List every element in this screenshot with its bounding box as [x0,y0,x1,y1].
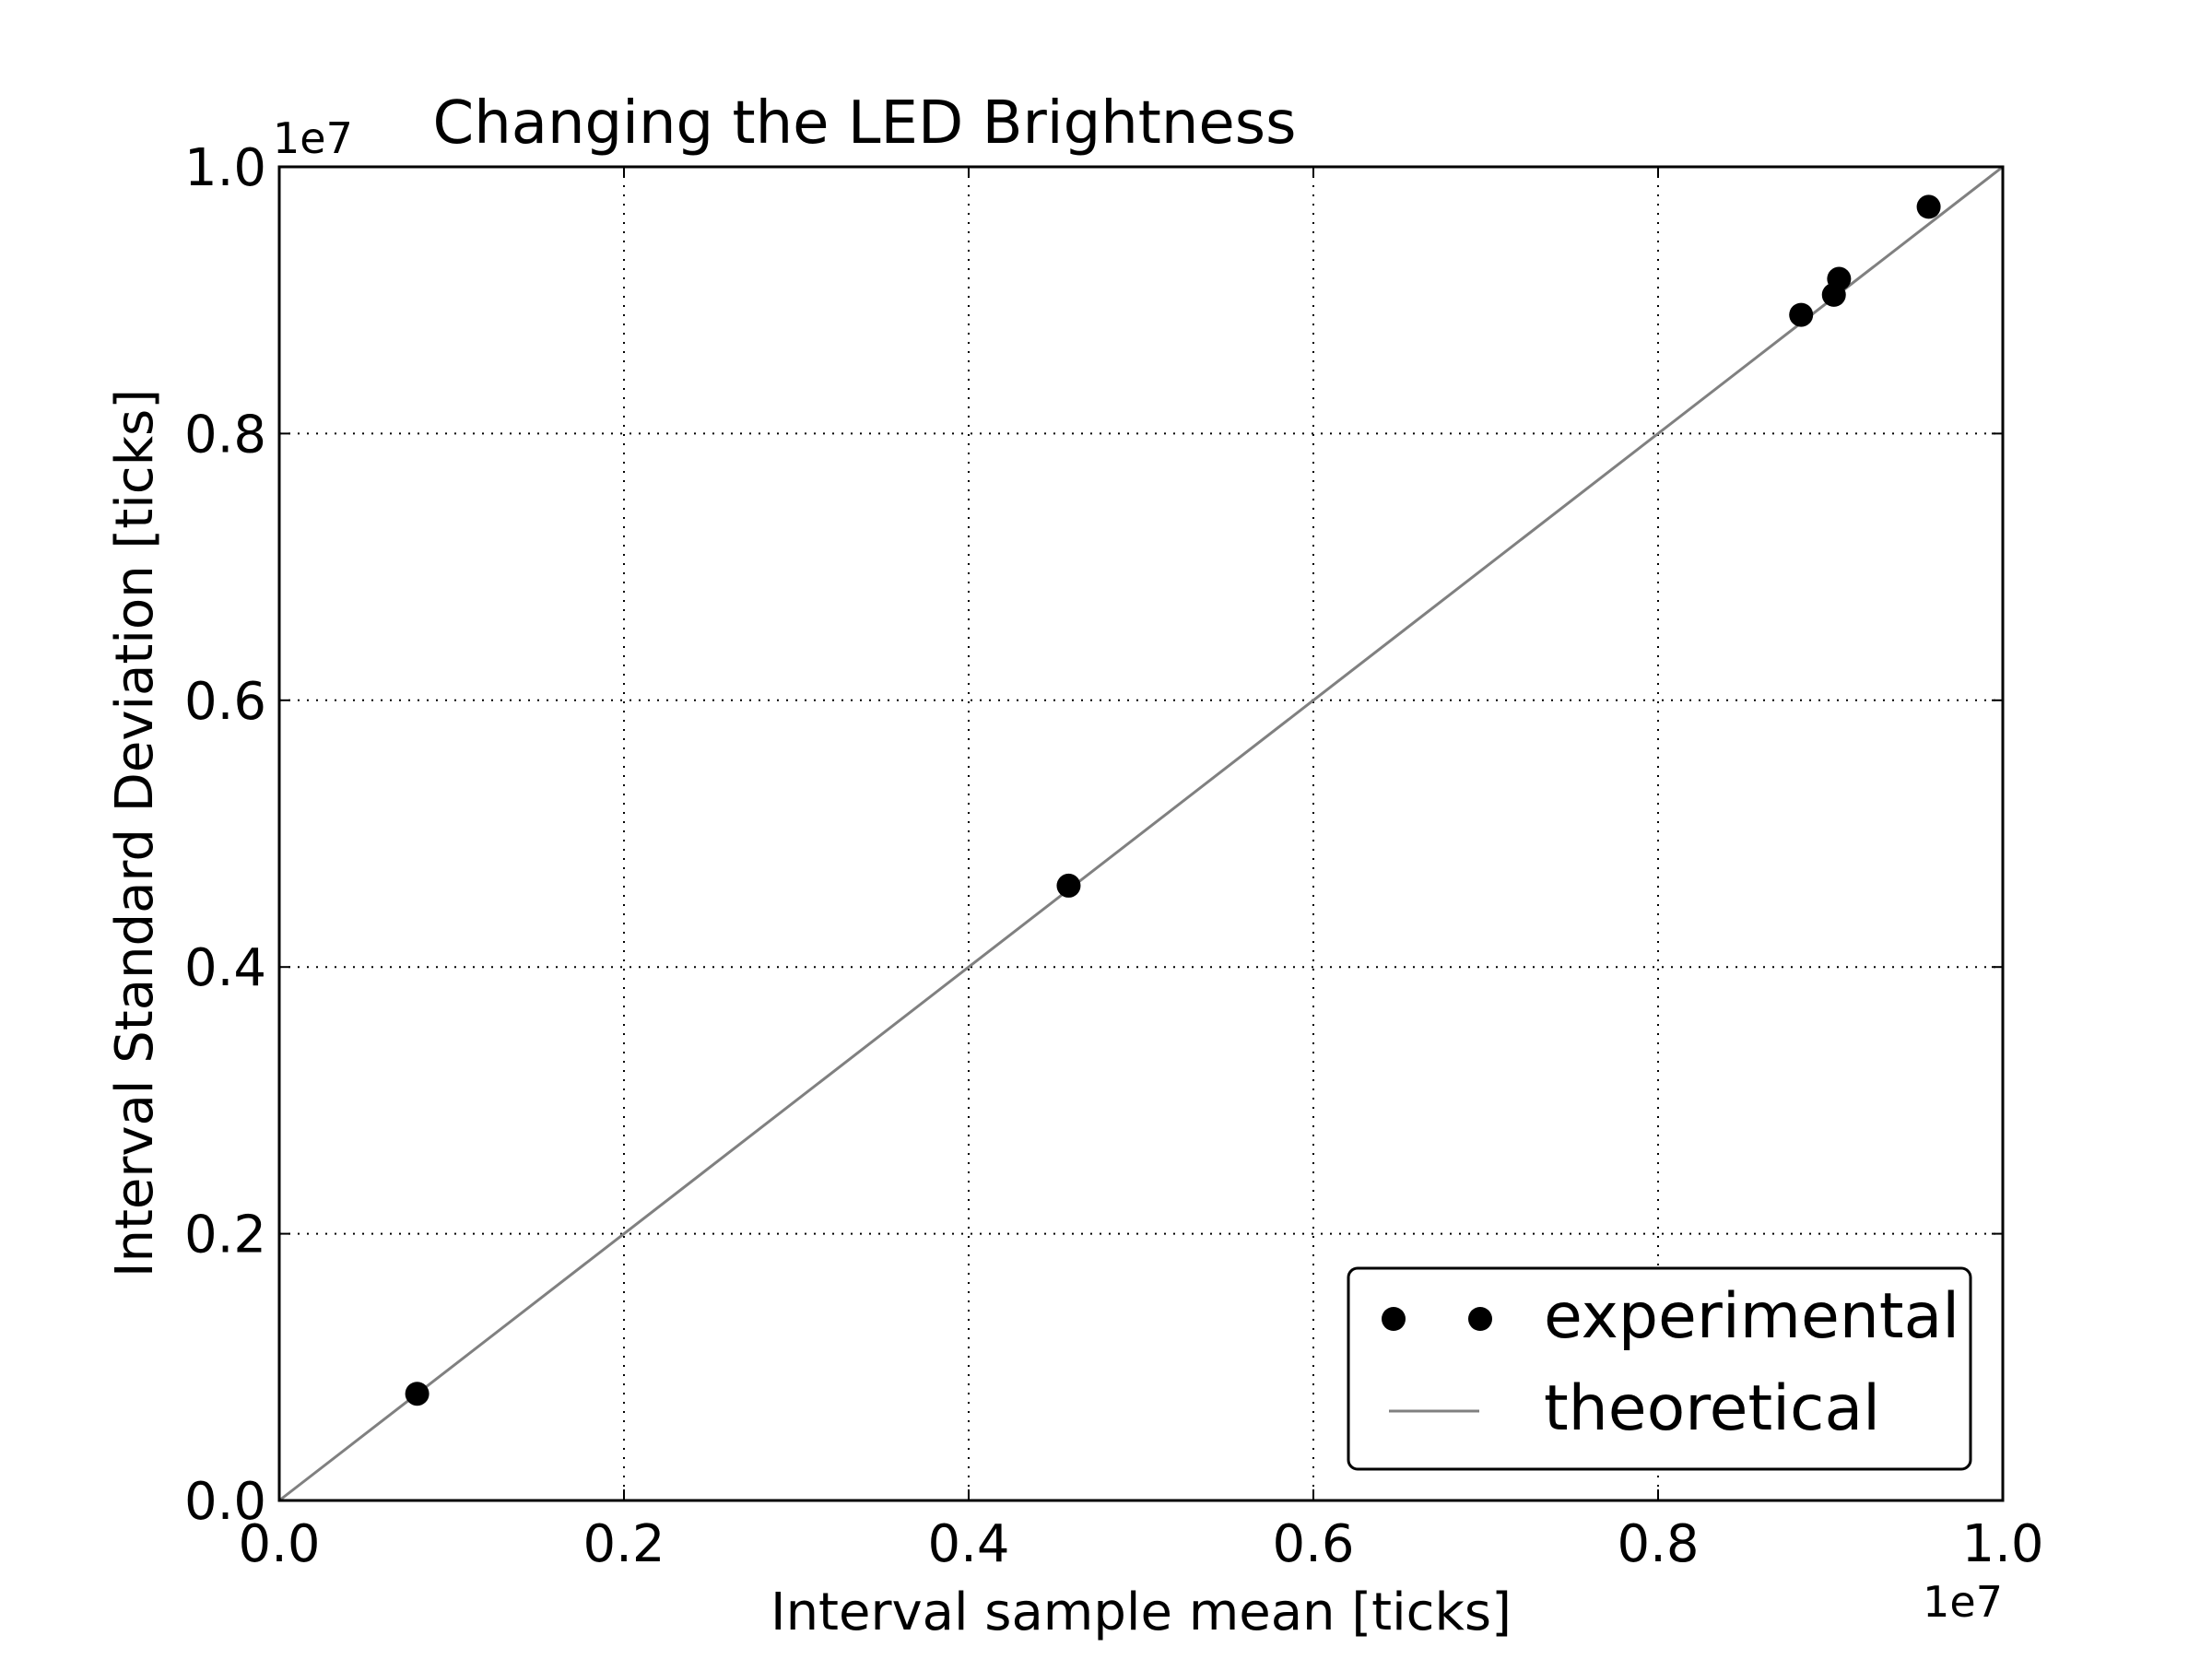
x-tick-label: 0.0 [238,1514,320,1574]
y-axis-label: Interval Standard Deviation [ticks] [105,389,165,1277]
y-tick-label: 1.0 [184,138,266,198]
x-offset-label: 1e7 [1923,1577,2003,1627]
experimental-point [405,1382,429,1406]
experimental-points-layer [405,194,1941,1406]
x-tick-label: 0.8 [1617,1514,1699,1574]
legend-box [1347,1266,1972,1471]
y-tick-label: 0.6 [184,672,266,732]
theoretical-line [278,165,2004,1502]
grid [279,167,2003,1500]
theoretical-line-layer [278,165,2004,1502]
y-tick-label: 0.8 [184,405,266,465]
chart-title: Changing the LED Brightness [433,89,1297,158]
x-tick-label: 0.4 [927,1514,1009,1574]
plot-frame [277,165,2005,1502]
experimental-point [1916,194,1941,219]
x-tick-label: 0.6 [1272,1514,1354,1574]
y-tick-label: 0.4 [184,938,266,998]
x-axis-label: Interval sample mean [ticks] [771,1583,1512,1642]
y-offset-label: 1e7 [273,113,353,163]
legend-experimental-label: experimental [1544,1280,1959,1353]
x-tick-label: 1.0 [1961,1514,2043,1574]
experimental-point [1056,873,1081,898]
experimental-point [1827,266,1852,291]
axis-ticks: 0.0 0.2 0.4 0.6 0.8 1.0 0.0 0.2 0.4 0.6 0.8 1.0 [184,138,2044,1574]
legend: experimental theoretical [1347,1266,1972,1471]
x-tick-label: 0.2 [582,1514,665,1574]
y-tick-label: 0.0 [184,1472,266,1532]
legend-experimental-marker [1382,1307,1406,1331]
y-tick-label: 0.2 [184,1206,266,1265]
legend-experimental-marker [1468,1307,1492,1331]
legend-theoretical-label: theoretical [1544,1372,1880,1445]
experimental-point [1789,302,1814,327]
